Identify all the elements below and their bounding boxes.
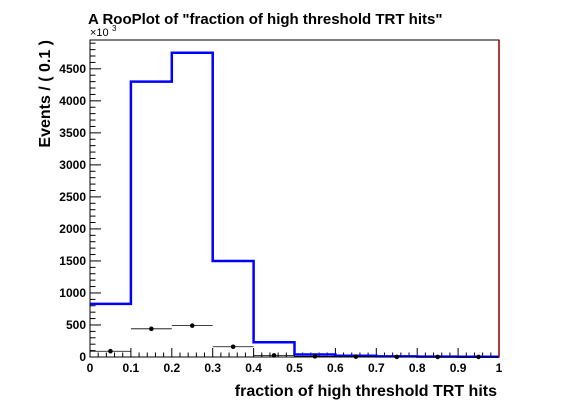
y-tick-label: 3000 <box>59 158 86 172</box>
x-tick-label: 0.6 <box>327 361 344 375</box>
x-tick-label: 1 <box>496 361 503 375</box>
chart-title: A RooPlot of "fraction of high threshold… <box>88 11 442 28</box>
y-tick-label: 2500 <box>59 190 86 204</box>
y-tick-label: 4500 <box>59 62 86 76</box>
x-axis-ticks: 0 0.1 0.2 0.3 0.4 0.5 0.6 0.7 0.8 0.9 1 <box>87 348 503 375</box>
y-tick-label: 3500 <box>59 126 86 140</box>
x-tick-label: 0.7 <box>368 361 385 375</box>
data-point <box>189 323 195 328</box>
data-point <box>108 348 113 354</box>
x-tick-label: 0.1 <box>123 361 140 375</box>
x-tick-label: 0 <box>87 361 94 375</box>
y-axis-exponent: ×10 3 <box>90 24 117 39</box>
y-tick-label: 1500 <box>59 254 86 268</box>
histogram-step-line <box>90 51 499 359</box>
y-axis-label: Events / ( 0.1 ) <box>37 40 54 148</box>
y-exponent-power: 3 <box>112 24 117 33</box>
y-exponent-base: ×10 <box>90 27 109 39</box>
y-tick-label: 1000 <box>59 286 86 300</box>
plot-frame <box>89 39 500 358</box>
x-tick-label: 0.3 <box>204 361 221 375</box>
data-point <box>353 354 359 359</box>
data-point <box>394 354 400 360</box>
x-tick-label: 0.4 <box>245 361 262 375</box>
y-axis-ticks: 0 500 1000 1500 2000 2500 3000 3500 4000 4500 <box>59 42 101 364</box>
data-point <box>149 326 154 332</box>
x-tick-label: 0.8 <box>409 361 426 375</box>
data-point <box>230 344 236 350</box>
data-point <box>312 354 318 359</box>
x-axis-label: fraction of high threshold TRT hits <box>235 383 497 400</box>
data-point <box>476 354 481 360</box>
y-tick-label: 0 <box>79 350 86 364</box>
series-layer <box>90 40 500 360</box>
x-tick-label: 0.5 <box>286 361 303 375</box>
y-tick-label: 500 <box>66 318 86 332</box>
data-point <box>435 354 440 360</box>
x-tick-label: 0.2 <box>163 361 180 375</box>
x-tick-label: 0.9 <box>450 361 467 375</box>
data-point <box>271 353 277 358</box>
y-tick-label: 2000 <box>59 222 86 236</box>
y-tick-label: 4000 <box>59 94 86 108</box>
